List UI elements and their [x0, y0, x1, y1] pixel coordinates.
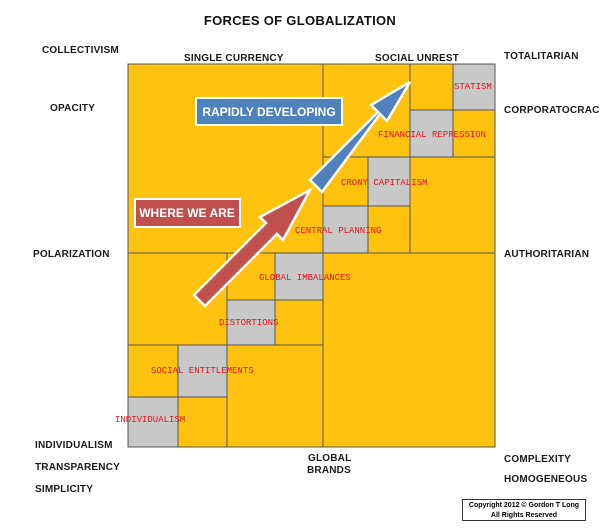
label-transparency: TRANSPARENCY [35, 462, 120, 473]
stage-label-statism: STATISM [454, 82, 492, 92]
stage-cell [367, 156, 411, 207]
label-collectivism: COLLECTIVISM [42, 45, 119, 56]
stage-cell [409, 109, 454, 158]
rapidly-developing-label: RAPIDLY DEVELOPING [202, 105, 335, 119]
stage-label-distortions: DISTORTIONS [219, 318, 278, 328]
diagram-title: FORCES OF GLOBALIZATION [203, 13, 397, 28]
stage-cell [177, 344, 228, 398]
stage-cell [452, 63, 496, 111]
copyright-box: Copyright 2012 © Gordon T Long All Right… [462, 499, 586, 521]
stage-cell [226, 299, 276, 346]
stage-label-individualism: INDIVIDUALISM [115, 415, 185, 425]
where-we-are-box [134, 198, 241, 228]
rapidly-developing-arrow [308, 80, 412, 194]
label-social-unrest: SOCIAL UNREST [375, 53, 460, 64]
stage-cell [322, 205, 369, 254]
label-totalitarian: TOTALITARIAN [504, 51, 579, 62]
rapidly-developing-box [195, 97, 343, 126]
label-corporatocracy: CORPORATOCRACY [504, 105, 600, 116]
stage-cell [274, 252, 324, 301]
copyright-line1: Copyright 2012 © Gordon T Long [468, 502, 580, 509]
stage-label-crony-capitalism: CRONY CAPITALISM [341, 178, 427, 188]
stage-cell [127, 396, 179, 448]
where-we-are-arrow [192, 186, 314, 308]
label-homogeneous: HOMOGENEOUS [504, 474, 588, 485]
label-complexity: COMPLEXITY [504, 454, 572, 465]
stage-label-social-entitlements: SOCIAL ENTITLEMENTS [151, 366, 254, 376]
label-simplicity: SIMPLICITY [35, 484, 94, 495]
label-global: GLOBAL [308, 453, 352, 464]
label-single-currency: SINGLE CURRENCY [184, 53, 284, 64]
label-opacity: OPACITY [50, 103, 96, 114]
label-authoritarian: AUTHORITARIAN [504, 249, 590, 260]
copyright-line2: All Rights Reserved [490, 512, 558, 519]
where-we-are-label: WHERE WE ARE [139, 206, 235, 220]
stage-label-financial-repression: FINANCIAL REPRESSION [378, 130, 486, 140]
label-individualism: INDIVIDUALISM [35, 440, 113, 451]
stage-label-global-imbalances: GLOBAL IMBALANCES [259, 273, 351, 283]
label-brands: BRANDS [307, 465, 351, 476]
label-polarization: POLARIZATION [33, 249, 110, 260]
stage-label-central-planning: CENTRAL PLANNING [295, 226, 381, 236]
